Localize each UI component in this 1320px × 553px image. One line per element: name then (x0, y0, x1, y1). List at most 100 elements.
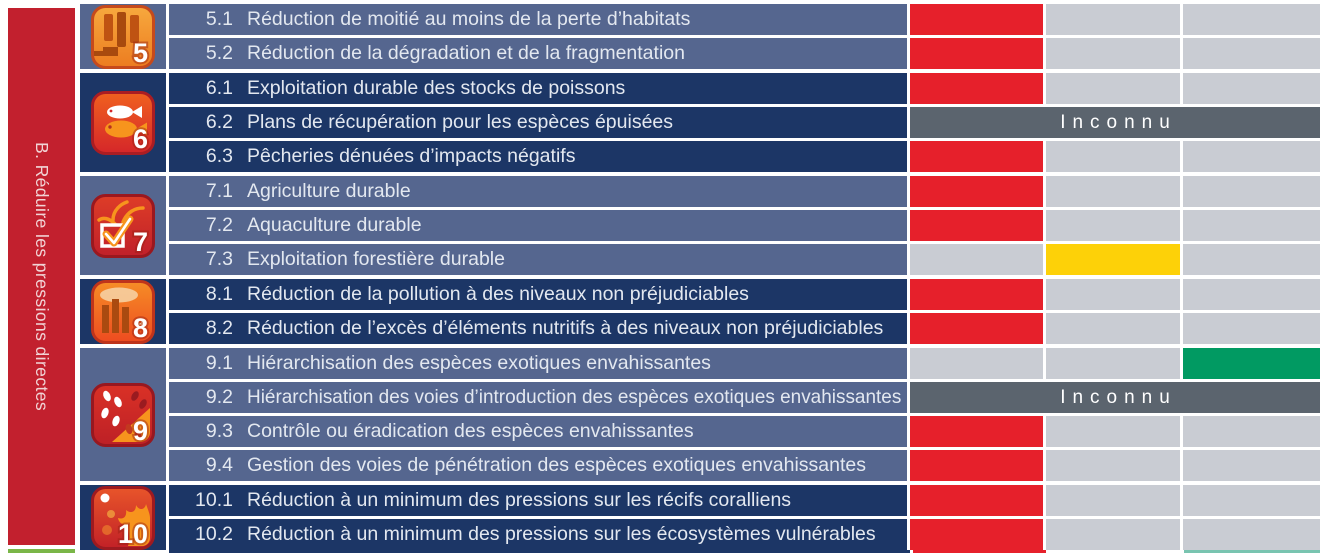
status-cell-10.1-col1 (910, 485, 1043, 516)
target-row-9.2: 9.2 Hiérarchisation des voies d’introduct… (169, 382, 1320, 413)
status-unknown-label: Inconnu (1060, 111, 1177, 133)
status-cell-9.1-col3 (1183, 348, 1320, 379)
target-group-5: 5 5.1 Réduction de moitié au moins de la p… (80, 4, 1320, 69)
target-label: Réduction à un minimum des pressions sur… (247, 489, 792, 511)
target-label-cell: 6.1 Exploitation durable des stocks de po… (169, 73, 907, 104)
target-label: Hiérarchisation des voies d’introduction… (247, 386, 902, 408)
target-row-5.2: 5.2 Réduction de la dégradation et de la … (169, 38, 1320, 69)
target-label: Plans de récupération pour les espèces é… (247, 111, 674, 133)
status-cell-7.3-col2 (1046, 244, 1180, 275)
status-cell-6.1-col2 (1046, 73, 1180, 104)
status-cell-9.3-col1 (910, 416, 1043, 447)
invasive-species-icon: 9 (91, 382, 155, 447)
status-cell-5.1-col1 (910, 4, 1043, 35)
fisheries-icon: 6 (91, 90, 155, 155)
status-cell-5.2-col2 (1046, 38, 1180, 69)
status-cell-8.2-col2 (1046, 313, 1180, 344)
status-cell-9.1-col1 (910, 348, 1043, 379)
status-cell-7.3-col1 (910, 244, 1043, 275)
section-b-label: B. Réduire les pressions directes (32, 141, 52, 411)
target-number: 9.1 (205, 352, 233, 374)
svg-text:7: 7 (133, 227, 148, 257)
target-row-6.3: 6.3 Pêcheries dénuées d’impacts négatifs (169, 141, 1320, 172)
status-cell-8.2-col3 (1183, 313, 1320, 344)
target-label: Réduction de la pollution à des niveaux … (247, 283, 749, 305)
target-number: 9.4 (205, 454, 233, 476)
target-label-cell: 9.1 Hiérarchisation des espèces exotiques… (169, 348, 907, 379)
target-row-10.1: 10.1 Réduction à un minimum des pressions… (169, 485, 1320, 516)
status-cell-6.1-col1 (910, 73, 1043, 104)
target-label: Réduction de moitié au moins de la perte… (247, 8, 691, 30)
target-number: 8.2 (205, 317, 233, 339)
status-cell-7.2-col1 (910, 210, 1043, 241)
target-group-7: 7 7.1 Agriculture durable 7.2 Aquaculture du… (80, 176, 1320, 275)
status-cell-6.3-col3 (1183, 141, 1320, 172)
status-unknown-bar: Inconnu (910, 107, 1320, 138)
target-number: 10.2 (195, 523, 233, 545)
status-cell-6.3-col2 (1046, 141, 1180, 172)
target-label-cell: 7.2 Aquaculture durable (169, 210, 907, 241)
target-label-cell: 5.1 Réduction de moitié au moins de la pe… (169, 4, 907, 35)
target-label-cell: 10.1 Réduction à un minimum des pressions… (169, 485, 907, 516)
target-row-5.1: 5.1 Réduction de moitié au moins de la pe… (169, 4, 1320, 35)
next-row-status3-sliver (1184, 550, 1320, 553)
svg-text:6: 6 (133, 124, 148, 154)
next-section-band-sliver (8, 549, 75, 553)
target-number: 7.1 (205, 180, 233, 202)
status-cell-10.2-col2 (1046, 519, 1180, 550)
pollution-icon: 8 (91, 279, 155, 344)
status-cell-5.1-col2 (1046, 4, 1180, 35)
status-cell-10.2-col3 (1183, 519, 1320, 550)
target-6-icon-cell: 6 (80, 73, 166, 172)
status-cell-9.3-col2 (1046, 416, 1180, 447)
status-cell-10.1-col2 (1046, 485, 1180, 516)
status-cell-7.3-col3 (1183, 244, 1320, 275)
target-9-icon-cell: 9 (80, 348, 166, 481)
target-number: 5.1 (205, 8, 233, 30)
target-7-icon-cell: 7 (80, 176, 166, 275)
target-row-9.4: 9.4 Gestion des voies de pénétration des … (169, 450, 1320, 481)
target-label-cell: 6.3 Pêcheries dénuées d’impacts négatifs (169, 141, 907, 172)
target-label: Gestion des voies de pénétration des esp… (247, 454, 866, 476)
target-5-icon-cell: 5 (80, 4, 166, 69)
status-cell-9.4-col2 (1046, 450, 1180, 481)
svg-text:8: 8 (133, 313, 148, 343)
status-cell-8.1-col3 (1183, 279, 1320, 310)
section-b-band: B. Réduire les pressions directes (8, 8, 75, 545)
target-number: 6.1 (205, 77, 233, 99)
status-cell-5.2-col1 (910, 38, 1043, 69)
target-label-cell: 8.2 Réduction de l’excès d’éléments nutri… (169, 313, 907, 344)
target-row-8.2: 8.2 Réduction de l’excès d’éléments nutri… (169, 313, 1320, 344)
target-row-7.1: 7.1 Agriculture durable (169, 176, 1320, 207)
status-unknown-label: Inconnu (1060, 386, 1177, 408)
target-row-8.1: 8.1 Réduction de la pollution à des nivea… (169, 279, 1320, 310)
target-number: 10.1 (195, 489, 233, 511)
target-label: Contrôle ou éradication des espèces enva… (247, 420, 694, 442)
target-8-icon-cell: 8 (80, 279, 166, 344)
target-10-icon-cell: 10 (80, 485, 166, 550)
target-group-9: 9 9.1 Hiérarchisation des espèces exotique… (80, 348, 1320, 481)
target-label: Exploitation forestière durable (247, 248, 505, 270)
target-number: 6.3 (205, 145, 233, 167)
target-label: Hiérarchisation des espèces exotiques en… (247, 352, 711, 374)
target-label: Aquaculture durable (247, 214, 422, 236)
target-label-cell: 8.1 Réduction de la pollution à des nivea… (169, 279, 907, 310)
status-cell-6.3-col1 (910, 141, 1043, 172)
coral-reefs-icon: 10 (91, 485, 155, 550)
target-label: Réduction de la dégradation et de la fra… (247, 42, 685, 64)
svg-text:9: 9 (133, 416, 148, 446)
next-row-status1-sliver (913, 550, 1046, 553)
status-cell-10.2-col1 (910, 519, 1043, 550)
sustainable-agriculture-icon: 7 (91, 193, 155, 258)
status-cell-7.1-col2 (1046, 176, 1180, 207)
target-row-7.2: 7.2 Aquaculture durable (169, 210, 1320, 241)
status-cell-9.4-col1 (910, 450, 1043, 481)
svg-text:5: 5 (133, 38, 148, 68)
status-cell-7.2-col3 (1183, 210, 1320, 241)
target-label-cell: 7.3 Exploitation forestière durable (169, 244, 907, 275)
status-cell-6.1-col3 (1183, 73, 1320, 104)
status-cell-7.2-col2 (1046, 210, 1180, 241)
habitat-loss-icon: 5 (91, 4, 155, 69)
target-group-6: 6 6.1 Exploitation durable des stocks de p… (80, 73, 1320, 172)
